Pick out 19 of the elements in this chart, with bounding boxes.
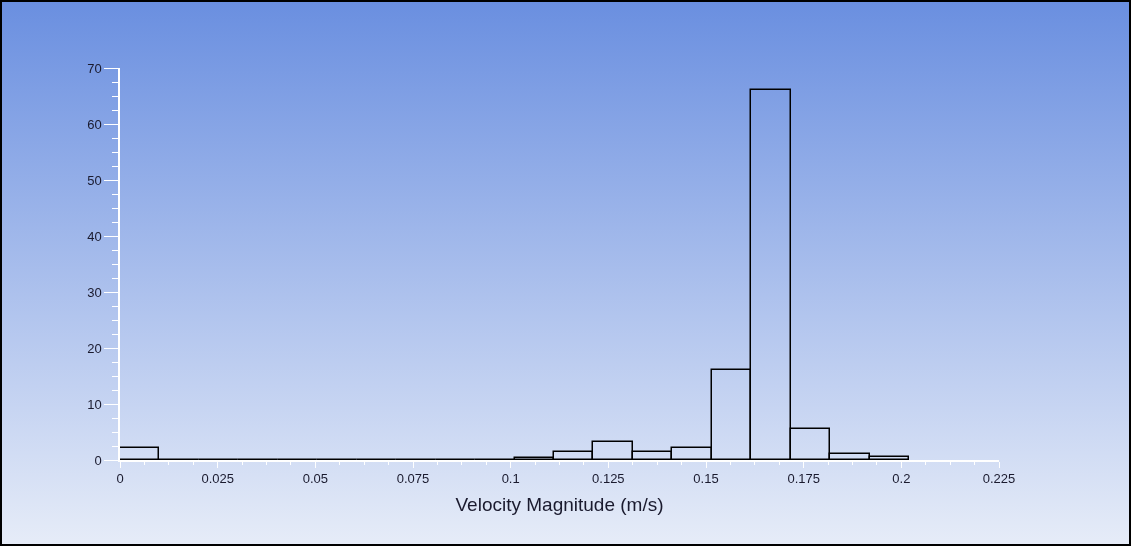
x-tick-label: 0.05 xyxy=(302,471,328,487)
y-tick-label: 10 xyxy=(87,396,102,412)
x-tick-label: 0.075 xyxy=(396,471,430,487)
x-tick-label: 0.2 xyxy=(892,471,911,487)
y-tick-label: 70 xyxy=(87,60,102,76)
x-tick-label: 0.025 xyxy=(201,471,234,487)
x-tick-label: 0.1 xyxy=(501,471,520,487)
y-tick-label: 60 xyxy=(87,116,102,132)
y-tick-label: 0 xyxy=(94,452,102,468)
y-tick-label: 50 xyxy=(87,172,102,188)
x-tick-label: 0.175 xyxy=(787,471,820,487)
y-tick-label: 30 xyxy=(87,284,102,300)
x-axis-title: Velocity Magnitude (m/s) xyxy=(455,493,664,515)
x-tick-label: 0.225 xyxy=(982,471,1016,487)
x-tick-label: 0.15 xyxy=(693,471,719,487)
x-tick-label: 0 xyxy=(116,471,124,487)
y-tick-label: 20 xyxy=(87,340,102,356)
x-tick-label: 0.125 xyxy=(592,471,625,487)
y-tick-label: 40 xyxy=(87,228,102,244)
